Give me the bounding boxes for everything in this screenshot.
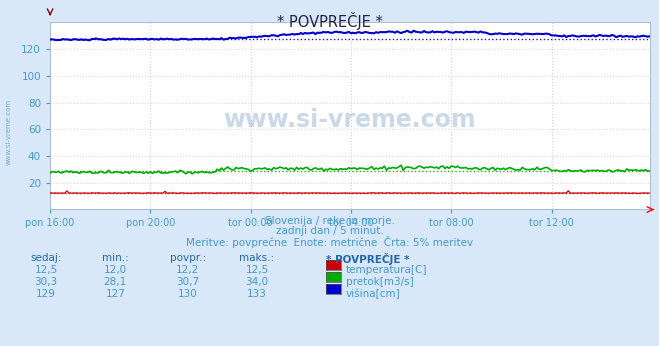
Text: 12,0: 12,0 <box>103 265 127 275</box>
Text: temperatura[C]: temperatura[C] <box>346 265 428 275</box>
Text: maks.:: maks.: <box>239 253 275 263</box>
Text: povpr.:: povpr.: <box>170 253 206 263</box>
Text: 127: 127 <box>105 289 125 299</box>
Text: 129: 129 <box>36 289 56 299</box>
Text: 30,7: 30,7 <box>176 277 200 287</box>
Text: 28,1: 28,1 <box>103 277 127 287</box>
Text: * POVPREČJE *: * POVPREČJE * <box>326 253 410 265</box>
Text: zadnji dan / 5 minut.: zadnji dan / 5 minut. <box>275 226 384 236</box>
Text: www.si-vreme.com: www.si-vreme.com <box>223 108 476 131</box>
Text: 34,0: 34,0 <box>245 277 269 287</box>
Text: 133: 133 <box>247 289 267 299</box>
Text: www.si-vreme.com: www.si-vreme.com <box>5 98 12 165</box>
Text: min.:: min.: <box>102 253 129 263</box>
Text: Meritve: povprečne  Enote: metrične  Črta: 5% meritev: Meritve: povprečne Enote: metrične Črta:… <box>186 236 473 248</box>
Text: 30,3: 30,3 <box>34 277 58 287</box>
Text: 12,5: 12,5 <box>245 265 269 275</box>
Text: pretok[m3/s]: pretok[m3/s] <box>346 277 414 287</box>
Text: sedaj:: sedaj: <box>30 253 62 263</box>
Text: višina[cm]: višina[cm] <box>346 289 401 299</box>
Text: 12,2: 12,2 <box>176 265 200 275</box>
Text: * POVPREČJE *: * POVPREČJE * <box>277 12 382 30</box>
Text: 12,5: 12,5 <box>34 265 58 275</box>
Text: 130: 130 <box>178 289 198 299</box>
Text: Slovenija / reke in morje.: Slovenija / reke in morje. <box>264 216 395 226</box>
